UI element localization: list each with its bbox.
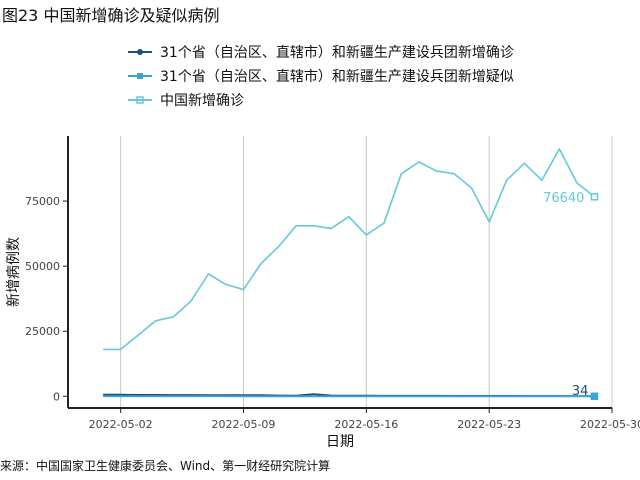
x-tick-label: 2022-05-02 xyxy=(89,418,153,431)
x-tick-label: 2022-05-30 xyxy=(580,418,640,431)
end-label-province: 34 xyxy=(572,384,589,399)
axes xyxy=(63,136,613,413)
legend-label-1: 31个省（自治区、直辖市）和新疆生产建设兵团新增确诊 xyxy=(160,45,514,61)
series-lines xyxy=(103,148,599,401)
x-tick-label: 2022-05-23 xyxy=(457,418,521,431)
legend-item-3: 中国新增确诊 xyxy=(128,88,514,112)
y-tick-label: 0 xyxy=(53,390,60,403)
legend-item-2: 31个省（自治区、直辖市）和新疆生产建设兵团新增疑似 xyxy=(128,64,514,88)
y-axis-title: 新增病例数 xyxy=(6,237,22,307)
y-tick-label: 50000 xyxy=(25,260,60,273)
chart-legend: 31个省（自治区、直辖市）和新疆生产建设兵团新增确诊 31个省（自治区、直辖市）… xyxy=(128,40,514,112)
y-tick-label: 75000 xyxy=(25,195,60,208)
legend-key-1 xyxy=(128,49,152,55)
legend-item-1: 31个省（自治区、直辖市）和新疆生产建设兵团新增确诊 xyxy=(128,40,514,64)
grid-lines xyxy=(120,136,613,408)
legend-key-2 xyxy=(128,73,152,79)
legend-label-2: 31个省（自治区、直辖市）和新疆生产建设兵团新增疑似 xyxy=(160,69,514,85)
source-note: 来源：中国国家卫生健康委员会、Wind、第一财经研究院计算 xyxy=(0,459,331,473)
x-tick-label: 2022-05-16 xyxy=(334,418,398,431)
x-axis-title: 日期 xyxy=(326,434,354,450)
x-tick-label: 2022-05-09 xyxy=(212,418,276,431)
tick-labels: 2022-05-02 2022-05-09 2022-05-16 2022-05-23… xyxy=(6,191,640,450)
y-tick-label: 25000 xyxy=(25,325,60,338)
figure-title: 图23 中国新增确诊及疑似病例 xyxy=(2,6,220,25)
series-end-marker-3 xyxy=(590,193,599,201)
legend-label-3: 中国新增确诊 xyxy=(160,93,244,109)
series-end-marker-2 xyxy=(590,392,599,401)
legend-key-3 xyxy=(128,96,152,104)
end-label-total: 76640 xyxy=(543,191,584,206)
series-line-3 xyxy=(103,148,595,351)
